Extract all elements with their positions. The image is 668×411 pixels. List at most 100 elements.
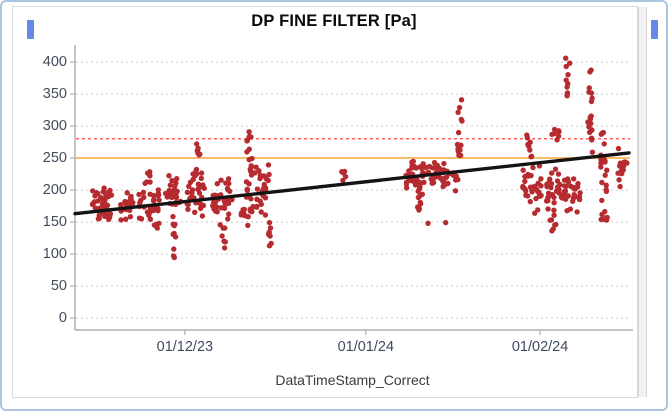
- data-point: [226, 211, 232, 217]
- data-point: [118, 202, 124, 208]
- data-point: [185, 206, 191, 212]
- data-point: [406, 168, 412, 174]
- data-point: [249, 155, 255, 162]
- data-point: [524, 193, 531, 199]
- data-point: [549, 228, 555, 234]
- data-point: [455, 148, 461, 154]
- data-point: [240, 207, 246, 213]
- data-point: [522, 178, 528, 184]
- data-point: [252, 170, 258, 176]
- data-point: [192, 209, 198, 215]
- data-point: [225, 186, 231, 193]
- data-point: [198, 170, 205, 176]
- data-point: [443, 219, 449, 226]
- data-point: [604, 167, 610, 173]
- data-point: [420, 161, 426, 167]
- data-point: [549, 191, 555, 198]
- selection-handle-right[interactable]: [651, 20, 658, 39]
- x-tick-label: 01/12/23: [156, 339, 214, 355]
- data-point: [261, 181, 267, 188]
- data-point: [565, 81, 571, 87]
- data-point: [616, 177, 622, 183]
- y-tick-label: 350: [42, 86, 67, 102]
- selection-handle-left[interactable]: [27, 20, 34, 39]
- data-point: [222, 239, 228, 245]
- data-point: [170, 191, 177, 198]
- data-point: [193, 171, 199, 178]
- data-point: [147, 216, 154, 222]
- data-point: [527, 198, 533, 205]
- vertical-scrollbar[interactable]: [638, 7, 647, 397]
- data-point: [166, 173, 172, 179]
- data-point: [415, 188, 421, 194]
- data-point: [266, 171, 272, 178]
- data-point: [556, 128, 562, 135]
- data-point: [218, 177, 224, 183]
- data-point: [454, 141, 461, 148]
- data-point: [263, 176, 269, 182]
- data-point: [551, 126, 558, 133]
- data-point: [588, 120, 594, 127]
- y-tick-label: 50: [50, 278, 67, 294]
- data-point: [172, 221, 178, 228]
- data-point: [419, 191, 425, 197]
- data-point: [426, 163, 433, 170]
- data-point: [602, 172, 608, 178]
- data-point: [413, 181, 420, 187]
- data-point: [547, 176, 553, 182]
- data-point: [222, 225, 228, 231]
- data-point: [589, 149, 596, 155]
- data-point: [403, 179, 410, 186]
- data-point: [562, 188, 569, 194]
- data-point: [563, 63, 569, 70]
- data-point: [442, 182, 448, 188]
- data-point: [172, 183, 178, 189]
- data-point: [619, 170, 625, 177]
- chart-widget: [12, 6, 638, 398]
- data-point: [248, 164, 254, 170]
- data-point: [529, 187, 535, 193]
- data-point: [267, 225, 274, 231]
- data-point: [225, 200, 232, 206]
- data-point: [267, 233, 273, 239]
- data-point: [189, 187, 196, 193]
- data-point: [256, 168, 262, 174]
- data-point: [340, 177, 346, 184]
- data-point: [127, 214, 134, 220]
- data-point: [571, 176, 577, 182]
- data-point: [576, 196, 583, 203]
- data-point: [169, 177, 175, 184]
- data-point: [441, 160, 447, 167]
- data-point: [551, 212, 557, 218]
- data-point: [190, 176, 196, 183]
- data-point: [520, 167, 526, 173]
- data-point: [624, 160, 630, 166]
- data-point: [571, 184, 578, 191]
- y-tick-label: 0: [58, 310, 67, 326]
- data-point: [437, 175, 444, 181]
- data-point: [249, 209, 255, 215]
- data-point: [254, 204, 260, 210]
- data-point: [523, 188, 529, 194]
- data-point: [524, 132, 530, 138]
- data-point: [140, 189, 147, 196]
- data-point: [243, 179, 250, 185]
- data-point: [174, 188, 180, 194]
- data-point: [459, 118, 465, 124]
- data-point: [266, 219, 273, 226]
- data-point: [147, 173, 153, 179]
- data-point: [196, 190, 203, 196]
- data-point: [101, 189, 108, 196]
- data-point: [167, 182, 173, 188]
- data-point: [258, 201, 264, 207]
- data-point: [538, 183, 544, 189]
- data-point: [443, 174, 450, 181]
- data-point: [118, 217, 124, 223]
- data-point: [225, 216, 231, 222]
- data-point: [414, 176, 420, 183]
- data-point: [535, 207, 541, 213]
- data-point: [565, 72, 571, 78]
- x-tick-label: 01/01/24: [337, 339, 395, 355]
